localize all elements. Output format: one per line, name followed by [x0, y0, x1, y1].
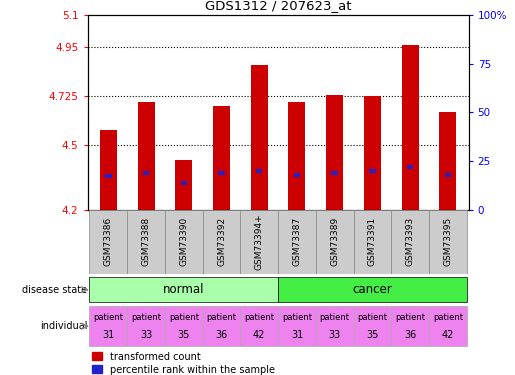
Bar — [288, 102, 305, 210]
Bar — [143, 171, 149, 175]
Bar — [138, 102, 154, 210]
Bar — [90, 277, 278, 302]
Bar — [165, 306, 202, 346]
Text: GSM73393: GSM73393 — [406, 217, 415, 267]
Bar — [241, 306, 278, 346]
Text: 42: 42 — [442, 330, 454, 340]
Text: patient: patient — [93, 314, 123, 322]
Bar — [402, 45, 419, 210]
Text: cancer: cancer — [353, 283, 392, 296]
Bar — [444, 173, 451, 177]
Bar — [429, 306, 467, 346]
Text: GSM73394+: GSM73394+ — [255, 214, 264, 270]
Text: GSM73390: GSM73390 — [179, 217, 188, 267]
Text: 31: 31 — [102, 330, 114, 340]
Text: GSM73391: GSM73391 — [368, 217, 377, 267]
Text: patient: patient — [395, 314, 425, 322]
Bar — [165, 210, 202, 274]
Text: GSM73386: GSM73386 — [104, 217, 113, 267]
Text: GSM73389: GSM73389 — [330, 217, 339, 267]
Text: individual: individual — [40, 321, 87, 331]
Bar — [100, 130, 117, 210]
Bar — [369, 169, 375, 173]
Bar — [127, 306, 165, 346]
Bar — [218, 171, 225, 175]
Bar — [202, 306, 241, 346]
Text: 35: 35 — [178, 330, 190, 340]
Title: GDS1312 / 207623_at: GDS1312 / 207623_at — [205, 0, 351, 12]
Text: 33: 33 — [140, 330, 152, 340]
Bar — [316, 306, 354, 346]
Text: 35: 35 — [366, 330, 379, 340]
Bar — [256, 169, 263, 173]
Bar — [278, 210, 316, 274]
Text: normal: normal — [163, 283, 204, 296]
Bar — [241, 210, 278, 274]
Bar — [175, 160, 192, 210]
Bar — [364, 96, 381, 210]
Text: 42: 42 — [253, 330, 265, 340]
Bar — [202, 210, 241, 274]
Bar — [294, 173, 300, 177]
Bar — [90, 306, 127, 346]
Text: GSM73388: GSM73388 — [142, 217, 150, 267]
Bar — [354, 306, 391, 346]
Bar — [105, 174, 112, 178]
Legend: transformed count, percentile rank within the sample: transformed count, percentile rank withi… — [92, 352, 275, 375]
Bar — [181, 181, 187, 185]
Text: patient: patient — [131, 314, 161, 322]
Text: patient: patient — [320, 314, 350, 322]
Text: 36: 36 — [215, 330, 228, 340]
Bar — [326, 95, 343, 210]
Bar — [90, 210, 127, 274]
Text: patient: patient — [169, 314, 199, 322]
Bar — [251, 65, 268, 210]
Bar — [332, 171, 338, 175]
Text: 33: 33 — [329, 330, 341, 340]
Bar — [213, 106, 230, 210]
Bar — [278, 306, 316, 346]
Text: patient: patient — [282, 314, 312, 322]
Text: patient: patient — [357, 314, 387, 322]
Text: patient: patient — [433, 314, 463, 322]
Bar — [127, 210, 165, 274]
Bar — [439, 112, 456, 210]
Text: GSM73392: GSM73392 — [217, 217, 226, 266]
Bar — [278, 277, 467, 302]
Text: 31: 31 — [291, 330, 303, 340]
Bar — [354, 210, 391, 274]
Bar — [316, 210, 354, 274]
Bar — [407, 165, 414, 169]
Text: 36: 36 — [404, 330, 416, 340]
Text: patient: patient — [207, 314, 236, 322]
Bar — [391, 210, 429, 274]
Bar — [429, 210, 467, 274]
Text: patient: patient — [244, 314, 274, 322]
Text: GSM73395: GSM73395 — [443, 217, 452, 267]
Text: GSM73387: GSM73387 — [293, 217, 301, 267]
Text: disease state: disease state — [22, 285, 87, 295]
Bar — [391, 306, 429, 346]
